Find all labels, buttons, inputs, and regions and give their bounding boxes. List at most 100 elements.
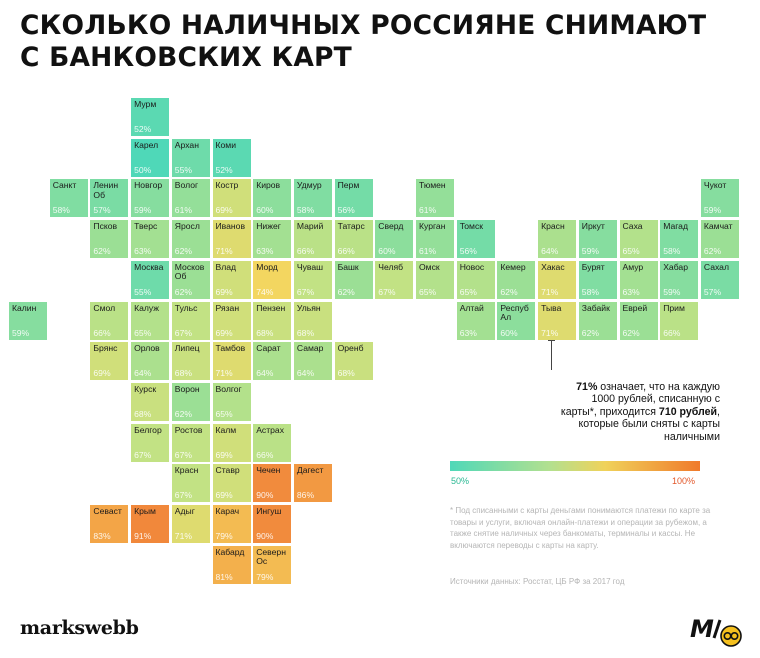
note-amount: 710 рублей [658,405,718,418]
region-tile: Нижег 63% [253,220,292,259]
region-value: 60% [378,246,396,257]
region-value: 62% [174,408,192,419]
region-tile: Камчат 62% [700,220,739,259]
region-tile: Красн 64% [538,220,577,259]
region-value: 64% [256,368,274,379]
region-tile: Забайк 62% [578,301,617,340]
region-name: Курск [134,383,157,394]
region-tile: Адыг 71% [171,505,210,543]
region-tile: Перм 56% [334,179,373,218]
markswebb-logo: markswebb [20,617,139,639]
region-tile: Новос 65% [456,260,495,299]
region-tile: Влад 69% [212,260,251,299]
region-tile: Сверд 60% [375,220,414,259]
region-value: 66% [337,246,355,257]
region-tile: Липец 68% [171,342,210,381]
region-tile: Иркут 59% [578,220,617,259]
region-value: 65% [459,286,477,297]
region-name: Тамбов [215,343,246,354]
region-value: 64% [541,246,559,257]
region-value: 68% [296,327,315,338]
region-name: Чуваш [296,261,324,272]
region-value: 68% [134,408,152,419]
region-name: Самар [296,343,324,354]
region-name: Дагест [296,465,324,476]
region-tile: Курган 61% [416,220,454,259]
region-tile: Рязан 69% [212,301,251,340]
region-name: Влад [215,261,237,272]
region-name: Волог [174,180,199,191]
region-tile: Тульс 67% [171,301,210,340]
region-value: 63% [622,286,640,297]
legend-max-label: 100% [672,476,696,486]
region-tile: Северн Ос 79% [253,545,292,584]
region-tile: Коми 52% [212,138,251,177]
region-name: Белгор [134,424,162,435]
region-value: 66% [296,246,315,257]
region-value: 59% [134,205,152,216]
region-value: 62% [174,246,192,257]
region-name: Рязан [215,302,240,313]
svg-text:M: M [690,615,714,643]
region-value: 59% [12,327,30,338]
region-name: Мурм [134,99,157,109]
region-value: 62% [622,327,640,338]
region-value: 69% [215,327,233,338]
region-name: Кемер [500,261,526,272]
region-value: 83% [93,531,111,541]
region-value: 62% [337,286,355,297]
region-name: Морд [256,261,278,272]
region-tile: Калм 69% [212,423,251,462]
region-name: Новгор [134,180,163,191]
region-name: Чукот [703,180,727,191]
region-name: Оренб [337,343,364,354]
region-name: Ленин Об [93,180,119,200]
region-value: 90% [256,531,274,541]
region-name: Омск [419,261,440,272]
region-value: 59% [581,246,599,257]
region-tile: Хакас 71% [538,260,577,299]
region-value: 56% [337,205,355,216]
region-tile: Смол 66% [90,301,129,340]
region-name: Томск [459,221,484,232]
region-tile: Карел 50% [131,138,170,177]
region-name: Амур [622,261,644,272]
region-name: Хабар [663,261,688,272]
region-value: 81% [215,571,233,582]
region-value: 63% [256,246,274,257]
region-value: 62% [93,246,111,257]
region-value: 74% [256,286,274,297]
region-value: 71% [541,286,559,297]
region-tile: Калин 59% [9,301,47,340]
region-name: Перм [337,180,360,191]
region-tile: Марий 66% [293,220,332,259]
region-tile: Мурм 52% [131,98,170,136]
region-tile: Ростов 67% [171,423,210,462]
legend-min-label: 50% [451,476,470,486]
region-value: 66% [256,449,274,460]
region-name: Орлов [134,343,160,354]
region-tile: Тюмен 61% [416,179,454,218]
region-value: 68% [174,368,192,379]
region-tile: Костр 69% [212,179,251,218]
region-name: Курган [419,221,446,232]
region-tile: Сахал 57% [700,260,739,299]
region-name: Калин [12,302,37,313]
region-name: Коми [215,139,237,150]
region-tile: Магад 58% [660,220,699,259]
region-tile: Волгог 65% [212,382,251,421]
region-name: Забайк [581,302,610,313]
region-name: Адыг [174,506,195,516]
region-tile: Астрах 66% [253,423,292,462]
region-name: Респуб Ал [500,302,529,322]
region-name: Тыва [541,302,562,313]
region-tile: Ставр 69% [212,464,251,503]
region-name: Саха [622,221,643,232]
region-name: Ростов [174,424,203,435]
region-name: Татарс [337,221,365,232]
region-value: 69% [215,449,233,460]
region-value: 59% [703,205,722,216]
region-value: 67% [174,449,192,460]
region-value: 52% [215,164,233,175]
region-name: Новос [459,261,485,272]
